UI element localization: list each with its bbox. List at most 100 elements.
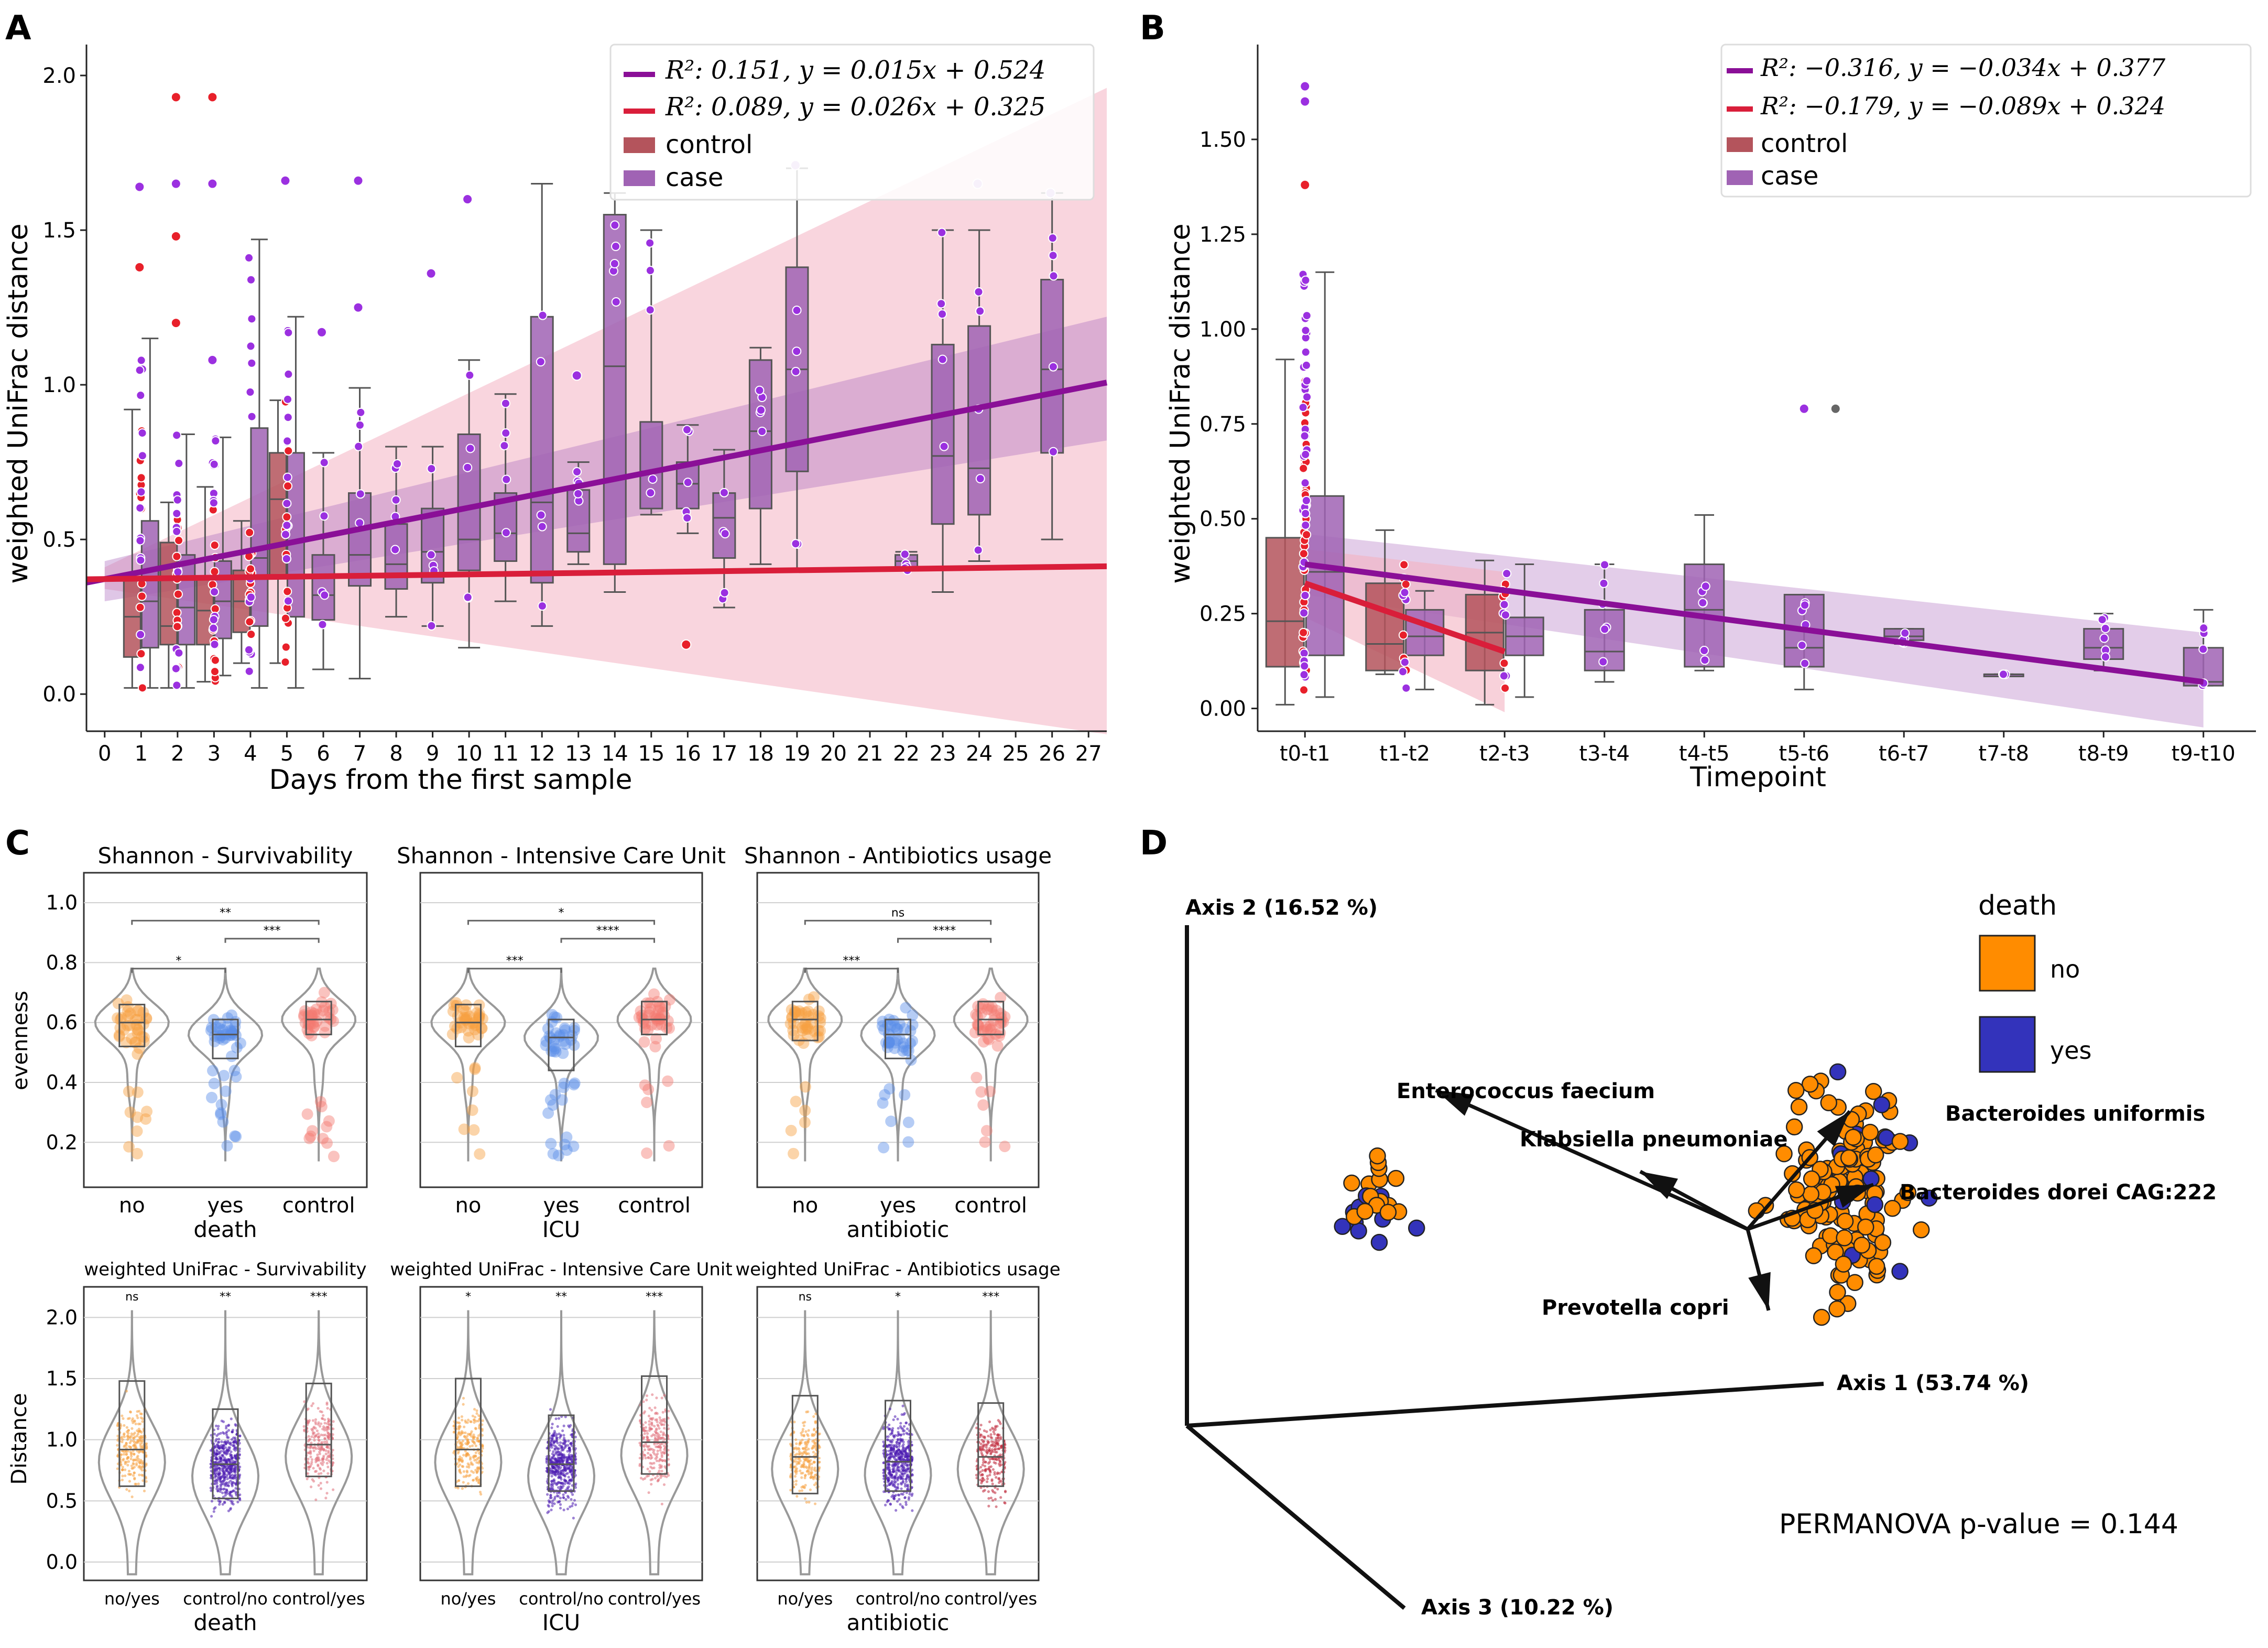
strip-point	[228, 1065, 241, 1077]
strip-point	[460, 1006, 472, 1018]
strip-point	[558, 1453, 561, 1456]
data-point	[1797, 641, 1807, 650]
strip-point	[457, 1432, 460, 1435]
strip-point	[120, 1036, 132, 1048]
strip-point	[238, 1473, 242, 1477]
strip-point	[989, 1433, 993, 1436]
strip-point	[308, 1021, 320, 1033]
strip-point	[995, 1012, 1007, 1024]
data-point	[244, 645, 254, 655]
data-point	[682, 513, 692, 523]
strip-point	[559, 1024, 571, 1036]
strip-point	[898, 1498, 901, 1501]
strip-point	[993, 1030, 1005, 1042]
strip-point	[318, 1425, 322, 1428]
strip-point	[546, 1493, 549, 1496]
strip-point	[812, 1434, 815, 1437]
strip-point	[887, 1478, 891, 1481]
strip-point	[123, 1444, 126, 1447]
box-case	[566, 489, 591, 553]
data-point	[465, 443, 475, 453]
sample-no	[1802, 1185, 1820, 1203]
strip-point	[884, 1503, 887, 1506]
strip-point	[985, 1446, 988, 1449]
case-fit-line	[1304, 561, 2204, 685]
strip-point	[215, 1449, 219, 1452]
panel-d-arrow-labels: Enterococcus faecium Klabsiella pneumoni…	[1397, 1079, 2217, 1320]
data-point	[1301, 360, 1311, 370]
strip-point	[466, 1442, 470, 1445]
strip-point	[660, 1465, 663, 1468]
strip-point	[793, 1421, 796, 1424]
strip-point	[307, 1407, 310, 1411]
strip-point	[465, 1465, 468, 1468]
strip-point	[892, 1495, 896, 1498]
strip-point	[802, 1450, 806, 1454]
data-point	[538, 310, 548, 320]
strip-point	[665, 1475, 668, 1479]
data-point	[281, 554, 291, 563]
strip-point	[219, 1485, 222, 1488]
strip-point	[310, 1441, 313, 1445]
data-point	[244, 666, 254, 676]
strip-point	[213, 1469, 216, 1472]
data-point	[611, 297, 621, 307]
strip-point	[318, 1450, 321, 1454]
data-point	[974, 287, 984, 297]
data-point	[135, 503, 145, 513]
strip-point	[474, 1451, 477, 1455]
strip-point	[562, 1424, 565, 1427]
strip-point	[563, 1482, 566, 1486]
strip-point	[124, 1106, 136, 1118]
strip-point	[882, 1490, 886, 1493]
strip-point	[322, 1414, 325, 1417]
strip-point	[562, 1436, 566, 1440]
strip-point	[904, 1421, 908, 1424]
strip-point	[1004, 1449, 1007, 1452]
strip-point	[886, 1488, 889, 1491]
data-point	[247, 314, 257, 324]
strip-point	[125, 1488, 128, 1491]
strip-point	[1004, 1460, 1007, 1464]
strip-point	[638, 1462, 641, 1466]
strip-point	[907, 1443, 910, 1446]
strip-point	[227, 1424, 231, 1427]
strip-point	[145, 1480, 148, 1483]
y-tick-label: 0.25	[1200, 602, 1246, 626]
data-point	[791, 539, 801, 549]
strip-point	[311, 1015, 323, 1027]
y-tick-label: 1.0	[46, 891, 78, 914]
panel-a-ylabel: weighted UniFrac distance	[3, 223, 34, 583]
strip-point	[321, 1427, 324, 1430]
box-case	[1405, 609, 1445, 656]
strip-point	[478, 1490, 482, 1494]
data-point	[1301, 347, 1311, 357]
data-point	[246, 592, 256, 602]
strip-point	[307, 1421, 310, 1424]
sample-no	[1803, 1170, 1820, 1188]
data-point	[136, 473, 146, 483]
strip-point	[1004, 1490, 1007, 1493]
sample-yes	[1866, 1196, 1883, 1213]
data-point	[136, 391, 146, 400]
strip-point	[889, 1456, 892, 1459]
strip-point	[226, 1027, 238, 1039]
x-tick-label: 13	[565, 742, 592, 766]
strip-point	[215, 1456, 218, 1459]
strip-point	[225, 1475, 228, 1478]
strip-point	[309, 1455, 312, 1459]
strip-point	[642, 1444, 645, 1447]
data-point	[319, 511, 329, 521]
strip-point	[126, 1417, 130, 1421]
strip-point	[642, 1024, 654, 1036]
strip-point	[327, 1449, 330, 1453]
data-point	[1699, 646, 1709, 656]
strip-point	[794, 1472, 798, 1475]
strip-point	[326, 1422, 329, 1425]
strip-point	[986, 1474, 989, 1478]
box	[641, 1375, 668, 1475]
strip-point	[907, 1485, 910, 1489]
data-point	[610, 220, 620, 230]
strip-point	[650, 1421, 653, 1424]
